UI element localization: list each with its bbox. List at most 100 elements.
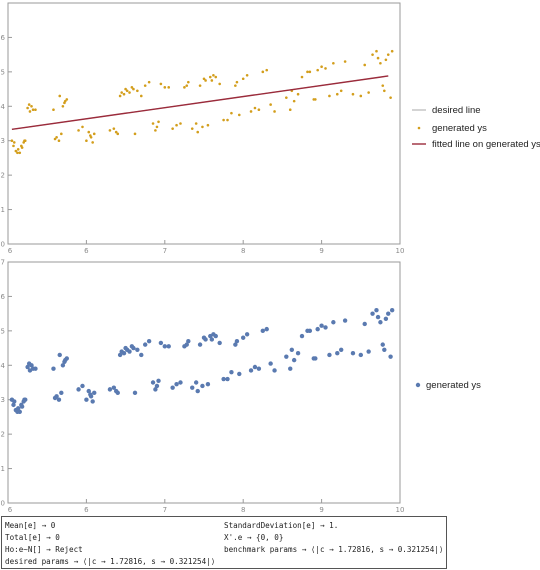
top-data-point: [208, 75, 212, 79]
top-data-point: [306, 70, 309, 74]
top-data-point: [157, 120, 160, 124]
top-data-point: [171, 127, 174, 130]
bottom-data-point: [146, 338, 152, 344]
bottom-data-point: [208, 333, 213, 339]
bottom-data-point: [229, 369, 234, 375]
bottom-y-tick-label: 2: [1, 431, 5, 439]
legend-swatch-generated-ys: [417, 126, 421, 130]
bottom-data-point: [234, 338, 240, 344]
bottom-data-point: [244, 332, 250, 337]
top-data-point: [136, 89, 139, 93]
bottom-data-point: [213, 333, 218, 339]
top-data-point: [34, 108, 37, 112]
bottom-data-point: [156, 378, 161, 383]
bottom-data-point: [319, 323, 324, 328]
top-data-point: [234, 84, 237, 87]
top-data-point: [218, 82, 221, 86]
bottom-data-point: [241, 335, 246, 340]
bottom-data-point: [225, 376, 230, 382]
bottom-x-tick-label: 6: [84, 506, 89, 514]
top-x-tick-label: 6: [84, 247, 89, 255]
top-data-point: [206, 123, 210, 127]
top-data-point: [53, 137, 57, 141]
top-y-tick-label: 0: [1, 241, 5, 249]
bottom-y-tick-label: 0: [1, 500, 5, 508]
top-data-point: [285, 96, 288, 99]
top-data-point: [314, 98, 317, 101]
top-data-point: [376, 56, 380, 60]
bottom-data-point: [205, 382, 211, 387]
top-data-point: [196, 130, 200, 134]
bottom-data-point: [375, 314, 381, 320]
output-mean: Mean[e] → 0: [5, 521, 56, 530]
bottom-plot-frame: [7, 261, 401, 504]
bottom-data-point: [111, 385, 117, 390]
top-data-point: [155, 125, 159, 129]
top-data-point: [269, 103, 272, 106]
top-data-point: [257, 108, 261, 112]
top-data-point: [133, 132, 137, 136]
top-data-point: [132, 87, 135, 91]
top-data-point: [130, 86, 134, 89]
bottom-data-point: [92, 390, 97, 396]
bottom-data-point: [117, 352, 123, 358]
top-data-point: [363, 63, 367, 67]
top-data-point: [55, 135, 58, 139]
top-data-point: [87, 130, 91, 134]
legend-swatch-generated-ys-bottom: [415, 382, 421, 388]
bottom-data-point: [12, 399, 17, 404]
bottom-data-point: [166, 344, 171, 349]
top-data-point: [245, 74, 249, 77]
top-data-point: [308, 70, 312, 74]
bottom-data-point: [84, 397, 89, 402]
bottom-data-point: [378, 320, 383, 325]
top-data-point: [202, 77, 206, 81]
top-data-point: [163, 86, 167, 89]
top-data-point: [114, 130, 118, 134]
bottom-data-point: [217, 340, 222, 346]
top-data-point: [386, 53, 390, 56]
bottom-data-point: [221, 376, 226, 382]
bottom-data-point: [382, 347, 387, 352]
bottom-data-point: [233, 342, 238, 347]
bottom-data-point: [186, 338, 191, 344]
output-desired-params: desired params → ⟨|c → 1.72816, s → 0.32…: [5, 557, 216, 566]
bottom-data-point: [153, 387, 158, 392]
top-data-point: [237, 113, 241, 117]
bottom-y-tick-label: 3: [1, 396, 5, 404]
top-data-point: [214, 75, 218, 79]
top-y-tick-label: 3: [1, 137, 5, 145]
bottom-data-point: [380, 342, 385, 347]
bottom-data-point: [327, 352, 332, 358]
bottom-data-point: [54, 394, 59, 399]
bottom-data-point: [315, 326, 320, 332]
bottom-data-point: [139, 352, 144, 358]
top-data-point: [316, 68, 319, 72]
bottom-data-point: [331, 320, 336, 325]
top-data-point: [351, 92, 355, 96]
top-data-point: [12, 141, 16, 144]
top-data-point: [52, 108, 55, 112]
bottom-x-tick-label: 8: [241, 506, 245, 514]
bottom-data-point: [33, 366, 38, 371]
legend-label-generated-ys-bottom: generated ys: [426, 380, 481, 391]
top-data-point: [61, 104, 65, 108]
top-data-point: [89, 135, 93, 139]
bottom-data-point: [386, 311, 391, 316]
top-data-point: [85, 139, 88, 143]
top-data-point: [359, 94, 363, 98]
top-legend: desired line generated ys fitted line on…: [412, 105, 540, 150]
bottom-data-point: [174, 382, 179, 387]
top-data-point: [194, 122, 198, 125]
top-data-point: [367, 91, 370, 94]
top-data-point: [292, 99, 296, 103]
top-data-point: [249, 110, 253, 113]
bottom-data-point: [193, 380, 199, 385]
bottom-y-tick-label: 5: [1, 327, 5, 335]
top-data-point: [151, 122, 155, 125]
top-data-point: [226, 118, 229, 122]
top-data-point: [57, 139, 61, 143]
top-data-point: [125, 89, 129, 93]
top-data-point: [201, 125, 204, 129]
bottom-data-point: [135, 347, 140, 352]
